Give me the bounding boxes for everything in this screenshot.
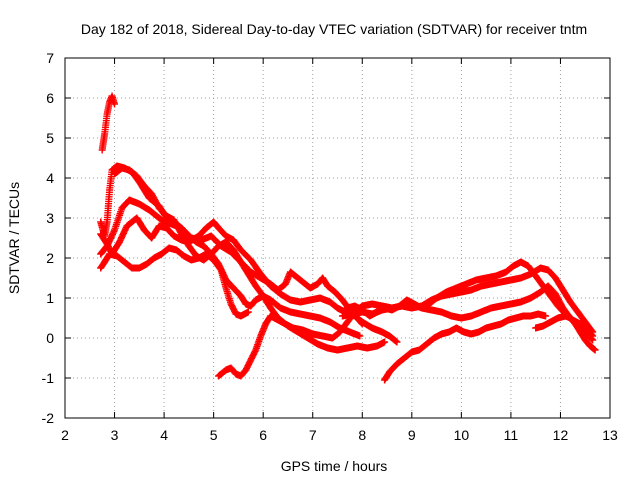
x-tick-label: 12: [553, 427, 569, 443]
x-tick-label: 8: [358, 427, 366, 443]
y-tick-label: 3: [46, 210, 54, 226]
y-tick-label: 5: [46, 130, 54, 146]
data-point-marker: [111, 100, 119, 108]
y-tick-label: -1: [42, 370, 55, 386]
data-point-marker: [393, 338, 401, 346]
x-axis-label: GPS time / hours: [281, 458, 388, 474]
x-tick-label: 2: [61, 427, 69, 443]
data-point-marker: [358, 320, 366, 328]
y-tick-label: 1: [46, 290, 54, 306]
y-tick-label: 7: [46, 50, 54, 66]
y-tick-label: 6: [46, 90, 54, 106]
series-track-3: [97, 244, 252, 320]
x-tick-label: 4: [160, 427, 168, 443]
x-tick-label: 7: [309, 427, 317, 443]
x-tick-label: 13: [602, 427, 618, 443]
series-track-6: [111, 164, 389, 354]
x-tick-label: 11: [504, 427, 519, 443]
chart-title: Day 182 of 2018, Sidereal Day-to-day VTE…: [81, 21, 587, 37]
data-markers: [97, 92, 599, 384]
gridlines: [65, 58, 610, 418]
data-point-marker: [356, 332, 364, 340]
x-tick-label: 6: [259, 427, 267, 443]
data-point-marker: [251, 347, 259, 355]
y-tick-label: 2: [46, 250, 54, 266]
data-point-marker: [244, 308, 252, 316]
y-axis-label: SDTVAR / TECUs: [6, 182, 22, 294]
x-tick-label: 10: [454, 427, 470, 443]
y-tick-label: 4: [46, 170, 54, 186]
data-point-marker: [357, 319, 365, 327]
x-tick-label: 5: [210, 427, 218, 443]
plot-frame: [64, 57, 611, 419]
y-tick-label: -2: [42, 410, 55, 426]
data-point-marker: [392, 337, 400, 345]
series-track-1: [98, 92, 119, 154]
y-tick-label: 0: [46, 330, 54, 346]
x-tick-label: 3: [111, 427, 119, 443]
x-tick-label: 9: [408, 427, 416, 443]
data-point-marker: [381, 338, 389, 346]
